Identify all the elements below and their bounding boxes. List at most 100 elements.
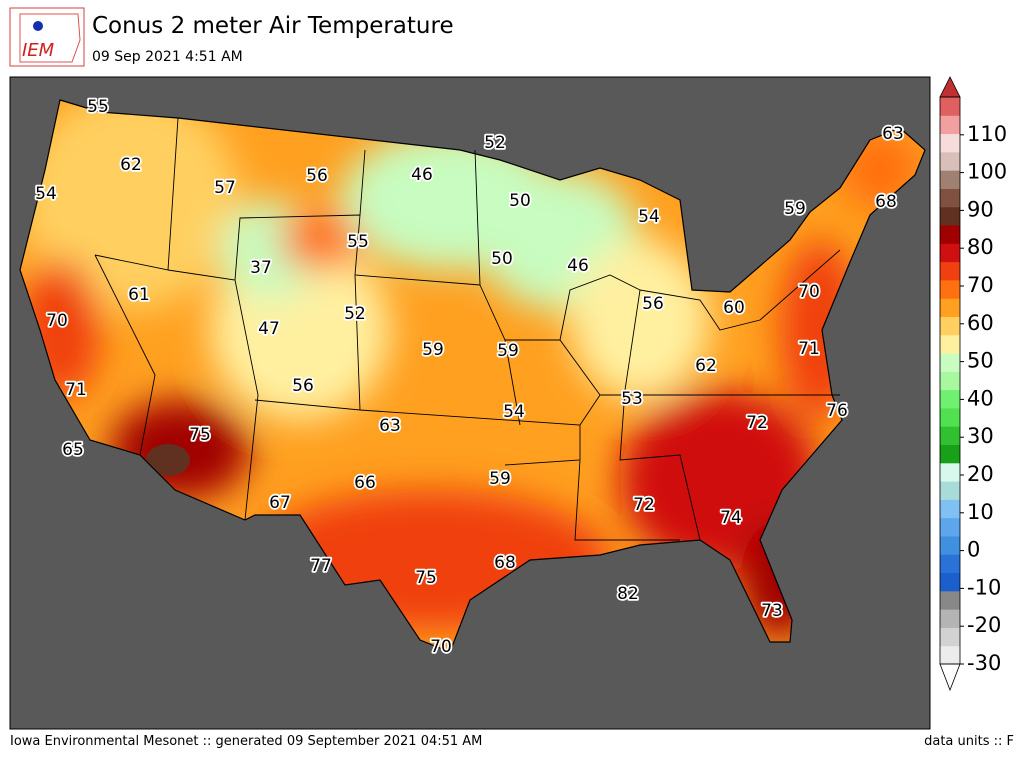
station-value: 55	[347, 232, 369, 252]
station-value: 37	[250, 258, 272, 278]
colorbar-tick-label: -30	[967, 651, 1001, 675]
station-value: 70	[430, 637, 452, 657]
station-value: 54	[35, 184, 57, 204]
logo-state	[19, 13, 81, 63]
colorbar-band	[940, 590, 960, 610]
colorbar-tick-label: 100	[967, 160, 1007, 184]
station-value: 53	[621, 389, 643, 409]
station-value: 46	[411, 165, 433, 185]
logo: IEM	[9, 7, 85, 67]
colorbar-band	[940, 316, 960, 336]
station-value: 70	[798, 282, 820, 302]
station-value: 73	[761, 601, 783, 621]
colorbar-band	[940, 188, 960, 208]
station-value: 57	[214, 178, 236, 198]
station-value: 47	[258, 319, 280, 339]
colorbar-band	[940, 609, 960, 628]
station-value: 46	[567, 256, 589, 276]
colorbar-tick-label: 70	[967, 273, 994, 297]
station-value: 71	[798, 339, 820, 359]
colorbar-tick-label: -20	[967, 613, 1001, 637]
station-value: 77	[310, 556, 332, 576]
colorbar-band	[940, 243, 960, 263]
station-value: 59	[489, 469, 511, 489]
station-labels: 55 52 63 62 46 56 57 54 50 68 59 54 55 37 50 46 61 56 60 70…	[33, 95, 905, 659]
colorbar-band	[940, 499, 960, 519]
station-value: 62	[695, 356, 717, 376]
station-value: 63	[882, 124, 904, 144]
field-peak	[146, 444, 190, 476]
colorbar-tick-label: 10	[967, 500, 994, 524]
colorbar-band	[940, 535, 960, 555]
colorbar-tick-label: 20	[967, 462, 994, 486]
colorbar-tick-label: 60	[967, 311, 994, 335]
colorbar-band	[940, 206, 960, 226]
colorbar-band	[940, 517, 960, 537]
colorbar-band	[940, 426, 960, 446]
colorbar-band	[940, 371, 960, 391]
country-border	[19, 99, 926, 653]
colorbar-tick-label: 0	[967, 538, 980, 562]
station-value: 76	[826, 401, 848, 421]
station-value: 68	[494, 553, 516, 573]
station-value: 56	[292, 376, 314, 396]
station-value: 62	[120, 155, 142, 175]
station-value: 59	[784, 199, 806, 219]
colorbar-band	[940, 481, 960, 500]
colorbar-band	[940, 97, 960, 116]
colorbar-band	[940, 444, 960, 464]
colorbar-band	[940, 133, 960, 153]
colorbar-band	[940, 225, 960, 244]
colorbar-band	[940, 298, 960, 317]
station-value: 70	[46, 311, 68, 331]
colorbar-band	[940, 462, 960, 482]
station-value: 59	[497, 341, 519, 361]
station-value: 61	[128, 285, 150, 305]
colorbar-band	[940, 334, 960, 354]
station-value: 56	[642, 294, 664, 314]
state-borders	[94, 117, 841, 541]
station-value: 75	[415, 568, 437, 588]
logo-text: IEM	[22, 40, 55, 61]
station-value: 60	[723, 298, 745, 318]
colorbar-tick-label: 110	[967, 122, 1007, 146]
colorbar-band	[940, 572, 960, 592]
colorbar-tick-label: 50	[967, 349, 994, 373]
station-value: 82	[617, 584, 639, 604]
footer-left: Iowa Environmental Mesonet :: generated …	[10, 734, 482, 749]
colorbar-band	[940, 353, 960, 372]
colorbar-band	[940, 115, 960, 135]
map: 55 52 63 62 46 56 57 54 50 68 59 54 55 37 50 46 61 56 60 70…	[9, 76, 931, 730]
logo-frame	[9, 7, 85, 67]
station-value: 72	[746, 413, 768, 433]
station-value: 72	[633, 495, 655, 515]
station-value: 65	[62, 440, 84, 460]
station-value: 68	[875, 192, 897, 212]
station-value: 75	[189, 425, 211, 445]
colorbar-band	[940, 389, 960, 409]
colorbar-band	[940, 170, 960, 189]
station-value: 63	[379, 416, 401, 436]
colorbar-band	[940, 627, 960, 647]
colorbar-band	[940, 554, 960, 574]
footer-right: data units :: F	[924, 734, 1014, 749]
colorbar-band	[940, 279, 960, 299]
colorbar-under	[939, 663, 961, 692]
colorbar: -30 -20 -10 0 10 20 30 40 50 60 70 80 90 100 110	[939, 76, 1007, 692]
state-border	[94, 117, 841, 541]
station-value: 66	[354, 473, 376, 493]
colorbar-band	[940, 261, 960, 281]
station-value: 59	[422, 340, 444, 360]
field-blob	[280, 210, 360, 270]
station-value: 71	[65, 380, 87, 400]
station-value: 67	[269, 493, 291, 513]
station-value: 52	[484, 133, 506, 153]
colorbar-over	[939, 76, 961, 98]
logo-icon	[33, 21, 43, 31]
subtitle: 09 Sep 2021 4:51 AM	[92, 49, 243, 65]
colorbar-tick-label: 90	[967, 197, 994, 221]
field-blob	[570, 240, 710, 400]
station-value: 50	[491, 249, 513, 269]
station-value: 50	[509, 191, 531, 211]
